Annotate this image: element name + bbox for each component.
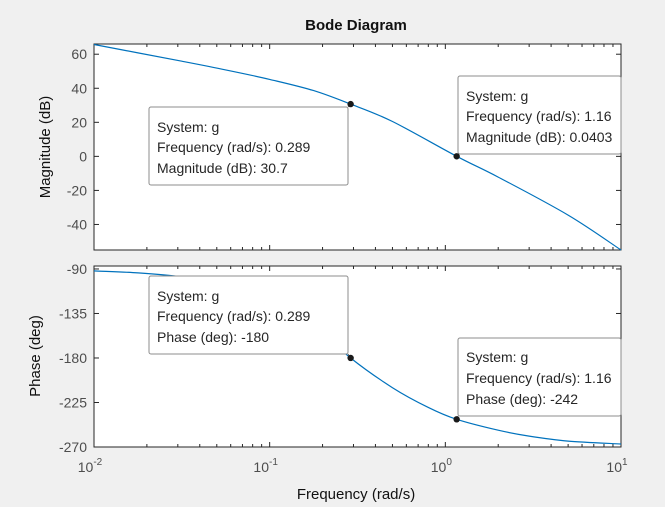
x-tick-label: 10-1 <box>253 457 278 475</box>
datatip-line-system: System: g <box>466 349 528 365</box>
y-tick-label: -40 <box>67 216 87 232</box>
datatip-box <box>148 106 349 186</box>
datatip-phase-116[interactable]: System: g Frequency (rad/s): 1.16 Phase … <box>453 337 622 423</box>
magnitude-curve <box>93 43 622 251</box>
y-tick-label: -225 <box>59 394 87 410</box>
datatip-marker[interactable] <box>347 354 354 362</box>
datatip-box <box>457 337 622 417</box>
datatip-line-value: Phase (deg): -242 <box>466 391 578 407</box>
datatip-box <box>148 275 349 355</box>
datatip-marker[interactable] <box>347 100 354 108</box>
datatip-marker[interactable] <box>453 153 460 160</box>
phase-x-ticks <box>93 266 614 447</box>
datatip-line-system: System: g <box>157 288 219 304</box>
phase-y-axis-label: Phase (deg) <box>27 315 44 397</box>
y-tick-label: 20 <box>71 114 87 130</box>
y-tick-label: 40 <box>71 80 87 96</box>
x-tick-labels: 10-2 10-1 100 101 <box>78 457 628 475</box>
y-tick-label: -90 <box>67 261 87 277</box>
y-tick-label: -135 <box>59 305 87 321</box>
datatip-box <box>457 75 622 155</box>
datatip-line-frequency: Frequency (rad/s): 1.16 <box>466 108 612 124</box>
chart-title: Bode Diagram <box>305 17 407 34</box>
y-tick-label: 60 <box>71 46 87 62</box>
y-tick-label: -20 <box>67 182 87 198</box>
datatip-line-frequency: Frequency (rad/s): 1.16 <box>466 370 612 386</box>
magnitude-y-axis-label: Magnitude (dB) <box>37 96 54 199</box>
datatip-magnitude-116[interactable]: System: g Frequency (rad/s): 1.16 Magnit… <box>453 75 622 160</box>
x-tick-label: 100 <box>431 457 453 475</box>
datatip-line-value: Phase (deg): -180 <box>157 329 269 345</box>
y-tick-label: 0 <box>79 148 87 164</box>
x-axis-label: Frequency (rad/s) <box>297 486 415 503</box>
datatip-marker[interactable] <box>453 416 460 423</box>
datatip-line-frequency: Frequency (rad/s): 0.289 <box>157 139 311 155</box>
y-tick-label: -270 <box>59 439 87 455</box>
datatip-magnitude-0289[interactable]: System: g Frequency (rad/s): 0.289 Magni… <box>148 100 354 186</box>
datatip-line-frequency: Frequency (rad/s): 0.289 <box>157 308 311 324</box>
datatip-line-system: System: g <box>466 88 528 104</box>
y-tick-label: -180 <box>59 350 87 366</box>
datatip-phase-0289[interactable]: System: g Frequency (rad/s): 0.289 Phase… <box>148 275 354 362</box>
x-tick-label: 101 <box>606 457 628 475</box>
magnitude-x-ticks <box>93 44 614 250</box>
datatip-line-value: Magnitude (dB): 30.7 <box>157 160 288 176</box>
phase-y-ticks: -90 -135 -180 -225 -270 <box>59 261 621 455</box>
datatip-line-value: Magnitude (dB): 0.0403 <box>466 129 613 145</box>
x-tick-label: 10-2 <box>78 457 103 475</box>
datatip-line-system: System: g <box>157 119 219 135</box>
